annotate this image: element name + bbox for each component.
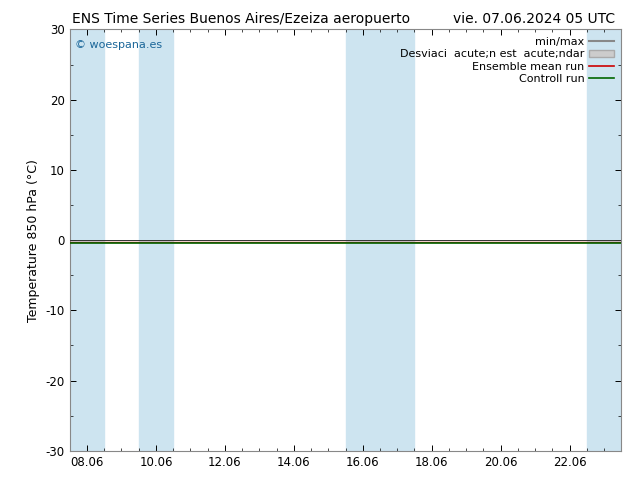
Text: © woespana.es: © woespana.es [75,40,162,50]
Bar [70,29,104,451]
Bar [587,29,621,451]
Text: vie. 07.06.2024 05 UTC: vie. 07.06.2024 05 UTC [453,12,615,26]
Text: ENS Time Series Buenos Aires/Ezeiza aeropuerto: ENS Time Series Buenos Aires/Ezeiza aero… [72,12,410,26]
Bar [346,29,415,451]
Y-axis label: Temperature 850 hPa (°C): Temperature 850 hPa (°C) [27,159,40,321]
Legend: min/max, Desviaci  acute;n est  acute;ndar, Ensemble mean run, Controll run: min/max, Desviaci acute;n est acute;ndar… [398,35,616,86]
Bar [139,29,173,451]
